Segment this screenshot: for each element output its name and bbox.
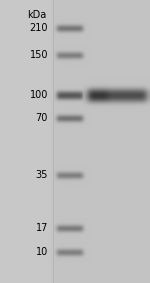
Text: 35: 35 <box>36 170 48 180</box>
Text: 210: 210 <box>30 23 48 33</box>
Text: kDa: kDa <box>27 10 46 20</box>
Text: 10: 10 <box>36 247 48 257</box>
Text: 150: 150 <box>30 50 48 60</box>
Text: 17: 17 <box>36 223 48 233</box>
Text: 70: 70 <box>36 113 48 123</box>
Text: 100: 100 <box>30 90 48 100</box>
